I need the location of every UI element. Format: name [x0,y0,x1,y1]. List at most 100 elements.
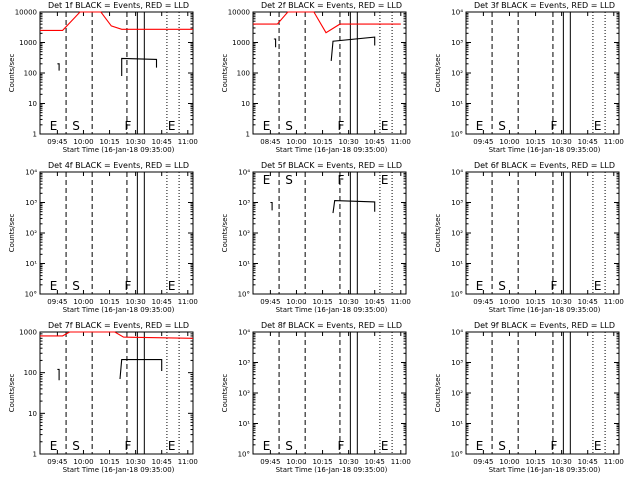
phase-marker-label: E [50,119,58,133]
y-tick-label: 10² [451,70,463,78]
x-tick-label: 09:45 [260,458,280,466]
y-axis-label: Counts/sec [221,374,229,413]
y-tick-label: 10⁴ [238,169,250,177]
plot-frame [465,171,620,295]
y-axis-label: Counts/sec [8,214,16,253]
y-tick-label: 10¹ [238,260,250,268]
phase-marker-label: E [263,439,271,453]
y-tick-label: 10000 [15,9,37,17]
x-axis-label: Start Time (16-Jan-18 09:35:00) [489,466,601,474]
y-tick-label: 10⁴ [451,329,463,337]
y-tick-label: 100 [24,70,37,78]
x-tick-label: 10:30 [126,138,146,146]
events-series-line [57,368,60,381]
x-axis-label: Start Time (16-Jan-18 09:35:00) [489,146,601,154]
x-tick-label: 09:45 [47,458,67,466]
phase-marker-label: E [476,439,484,453]
x-tick-label: 09:45 [473,298,493,306]
x-tick-label: 09:45 [47,138,67,146]
y-tick-label: 10³ [451,39,463,47]
events-series-line [330,36,376,61]
x-tick-label: 10:00 [286,298,306,306]
y-tick-label: 10° [451,131,463,139]
phase-marker-label: S [285,119,293,133]
panel-title: Det 4f BLACK = Events, RED = LLD [48,161,189,170]
y-tick-label: 1000 [232,39,250,47]
x-tick-label: 08:45 [260,138,280,146]
x-tick-label: 10:15 [99,458,119,466]
x-tick-label: 11:00 [178,298,198,306]
x-tick-label: 10:30 [552,138,572,146]
panel-title: Det 2f BLACK = Events, RED = LLD [261,1,402,10]
x-tick-label: 10:45 [578,458,598,466]
y-tick-label: 10⁴ [238,329,250,337]
x-tick-label: 10:15 [312,458,332,466]
x-tick-label: 10:30 [126,458,146,466]
y-tick-label: 10³ [238,199,250,207]
plot-frame [252,331,407,455]
y-tick-label: 10 [28,410,37,418]
phase-marker-label: E [594,119,602,133]
y-tick-label: 10³ [451,359,463,367]
phase-marker-label: E [50,279,58,293]
y-tick-label: 10³ [25,199,37,207]
plot-frame [465,11,620,135]
x-tick-label: 10:45 [365,138,385,146]
phase-marker-label: F [550,119,557,133]
x-tick-label: 10:00 [286,138,306,146]
x-tick-label: 09:45 [260,298,280,306]
phase-marker-label: E [476,279,484,293]
x-tick-label: 10:45 [578,138,598,146]
x-tick-label: 10:15 [99,138,119,146]
x-tick-label: 10:45 [152,298,172,306]
x-axis-label: Start Time (16-Jan-18 09:35:00) [63,306,175,314]
plot-frame [39,331,194,455]
phase-marker-label: F [550,439,557,453]
events-series-line [273,38,277,48]
phase-marker-label: F [337,119,344,133]
x-axis-label: Start Time (16-Jan-18 09:35:00) [276,146,388,154]
x-tick-label: 10:00 [499,298,519,306]
x-tick-label: 09:45 [473,458,493,466]
detector-panel: Det 5f BLACK = Events, RED = LLD 10° 10¹ 10… [221,161,411,314]
phase-marker-label: E [476,119,484,133]
y-axis-label: Counts/sec [221,54,229,93]
x-tick-label: 10:45 [365,298,385,306]
phase-marker-label: S [498,439,506,453]
y-tick-label: 10² [451,230,463,238]
y-axis-label: Counts/sec [8,54,16,93]
panel-title: Det 6f BLACK = Events, RED = LLD [474,161,615,170]
y-tick-label: 1000 [19,329,37,337]
phase-marker-label: S [72,439,80,453]
phase-marker-label: F [550,279,557,293]
y-tick-label: 10° [25,291,37,299]
phase-marker-label: E [263,119,271,133]
detector-panel: Det 7f BLACK = Events, RED = LLD 1 10 100 10… [8,321,198,474]
x-tick-label: 10:30 [552,298,572,306]
detector-panel: Det 1f BLACK = Events, RED = LLD 1 10 100 10… [8,1,198,154]
x-tick-label: 11:00 [604,298,624,306]
y-tick-label: 1 [33,451,37,459]
phase-marker-label: E [168,439,176,453]
plot-frame [39,171,194,295]
x-tick-label: 10:45 [152,138,172,146]
panel-title: Det 9f BLACK = Events, RED = LLD [474,321,615,330]
phase-marker-label: F [124,119,131,133]
y-tick-label: 100 [237,70,250,78]
y-tick-label: 10000 [228,9,250,17]
x-tick-label: 10:45 [578,298,598,306]
y-tick-label: 10³ [451,199,463,207]
phase-marker-label: E [594,439,602,453]
lld-series-line [253,11,401,34]
y-axis-label: Counts/sec [434,374,442,413]
phase-marker-label: S [498,279,506,293]
phase-marker-label: S [72,279,80,293]
y-tick-label: 10° [451,451,463,459]
detector-panel: Det 4f BLACK = Events, RED = LLD 10° 10¹ 10… [8,161,198,314]
lld-series-line [40,331,194,339]
y-tick-label: 10° [238,291,250,299]
x-tick-label: 11:00 [391,298,411,306]
x-tick-label: 10:00 [73,458,93,466]
x-tick-label: 09:45 [47,298,67,306]
